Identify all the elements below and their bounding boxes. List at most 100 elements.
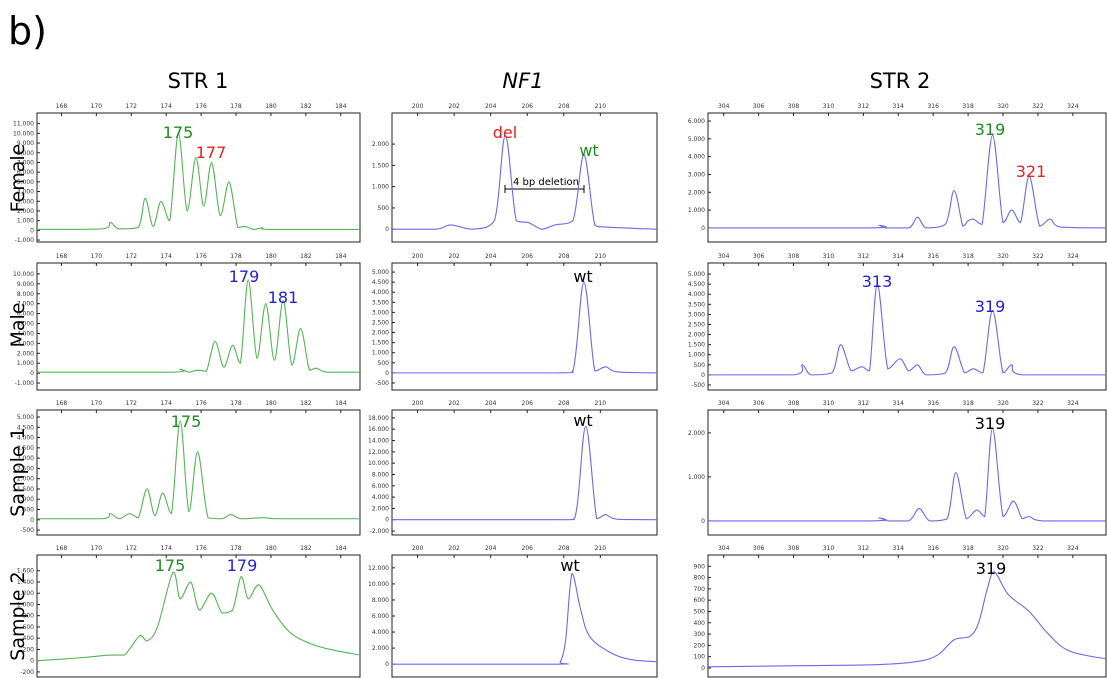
y-tick-label: 4.000 [17, 189, 34, 196]
x-tick-label: 308 [788, 545, 800, 552]
plot-frame [36, 262, 361, 391]
y-tick-label: 2.000 [372, 330, 389, 337]
x-tick-label: 306 [753, 400, 765, 407]
plot-frame [707, 554, 1107, 678]
x-tick-label: 176 [195, 545, 207, 552]
panel: 200 202 204 206 208 210 0 2.000 4.000 6.000 8.000 1… [368, 545, 658, 678]
y-tick-label: 12.000 [368, 565, 389, 572]
x-tick-label: 316 [927, 545, 939, 552]
y-tick-label: 1.000 [372, 350, 389, 357]
y-tick-label: -200 [20, 669, 34, 676]
x-tick-label: 322 [1032, 545, 1044, 552]
y-tick-label: 10.000 [13, 130, 34, 137]
y-tick-label: 0 [30, 517, 34, 524]
peak-label: 177 [196, 143, 227, 162]
y-tick-label: 500 [694, 608, 706, 615]
column-title: STR 2 [870, 69, 931, 93]
y-tick-label: 600 [694, 597, 706, 604]
y-tick-label: 3.500 [17, 445, 34, 452]
y-tick-label: -500 [20, 527, 34, 534]
y-tick-label: 4.000 [17, 435, 34, 442]
y-tick-label: 2.000 [17, 350, 34, 357]
x-tick-label: 304 [718, 103, 730, 110]
y-tick-label: 1.000 [17, 496, 34, 503]
x-tick-label: 180 [265, 253, 277, 260]
trace [392, 425, 658, 521]
x-tick-label: 210 [595, 103, 607, 110]
x-tick-label: 324 [1067, 253, 1079, 260]
y-tick-label: 1.500 [372, 340, 389, 347]
x-tick-label: 182 [300, 545, 312, 552]
y-tick-label: 2.000 [688, 430, 705, 437]
panel: 168 170 172 174 176 178 180 182 184 -200 0 200 400 60… [17, 545, 361, 678]
y-tick-label: 2.000 [372, 645, 389, 652]
y-tick-label: 5.000 [688, 271, 705, 278]
x-tick-label: 178 [230, 103, 242, 110]
x-tick-label: 200 [412, 103, 424, 110]
x-tick-label: 322 [1032, 253, 1044, 260]
y-tick-label: 3.000 [17, 340, 34, 347]
x-tick-label: 308 [788, 400, 800, 407]
y-tick-label: 14.000 [368, 438, 389, 445]
trace [391, 281, 658, 374]
x-tick-label: 210 [595, 545, 607, 552]
x-tick-label: 200 [412, 545, 424, 552]
y-tick-label: 8.000 [372, 597, 389, 604]
y-tick-label: 0 [385, 226, 389, 233]
x-tick-label: 308 [788, 103, 800, 110]
x-tick-label: 204 [485, 400, 497, 407]
x-tick-label: 324 [1067, 400, 1079, 407]
x-tick-label: 202 [448, 253, 460, 260]
x-tick-label: 206 [522, 400, 534, 407]
y-tick-label: 6.000 [688, 118, 705, 125]
x-tick-label: 316 [927, 253, 939, 260]
y-tick-label: 3.000 [17, 455, 34, 462]
y-tick-label: 7.000 [17, 159, 34, 166]
x-tick-label: 174 [160, 253, 172, 260]
x-tick-label: 312 [858, 253, 870, 260]
y-tick-label: 0 [30, 227, 34, 234]
panel: 168 170 172 174 176 178 180 182 184 -1.000 0 1.000 2… [13, 103, 361, 244]
y-tick-label: 300 [694, 631, 706, 638]
x-tick-label: 312 [858, 400, 870, 407]
x-tick-label: 200 [412, 253, 424, 260]
y-tick-label: 500 [694, 362, 706, 369]
x-tick-label: 210 [595, 400, 607, 407]
y-tick-label: 800 [694, 575, 706, 582]
x-tick-label: 168 [56, 545, 68, 552]
y-tick-label: 3.000 [688, 171, 705, 178]
x-tick-label: 176 [195, 400, 207, 407]
y-tick-label: 0 [385, 517, 389, 524]
x-tick-label: 304 [718, 545, 730, 552]
x-tick-label: 316 [927, 103, 939, 110]
y-tick-label: 18.000 [368, 415, 389, 422]
x-tick-label: 308 [788, 253, 800, 260]
panel: 304 306 308 310 312 314 316 318 320 322 324 -500 0 50… [688, 253, 1107, 391]
y-tick-label: 2.000 [372, 505, 389, 512]
x-tick-label: 168 [56, 400, 68, 407]
trace [707, 427, 1106, 522]
x-tick-label: 304 [718, 253, 730, 260]
x-tick-label: 170 [91, 545, 103, 552]
panel: 304 306 308 310 312 314 316 318 320 322 324 0 1.000 2… [688, 103, 1107, 243]
x-tick-label: 314 [893, 253, 905, 260]
x-tick-label: 318 [962, 400, 974, 407]
peak-label: wt [579, 141, 598, 160]
y-tick-label: 9.000 [17, 140, 34, 147]
plot-frame [391, 554, 658, 678]
row-label: Sample 2 [7, 571, 29, 660]
x-tick-label: 168 [56, 253, 68, 260]
y-tick-label: 0 [385, 370, 389, 377]
y-tick-label: 6.000 [372, 613, 389, 620]
trace [36, 571, 361, 662]
y-tick-label: 1.600 [17, 568, 34, 575]
y-tick-label: 0 [30, 370, 34, 377]
y-tick-label: -2.000 [370, 528, 390, 535]
x-tick-label: 204 [485, 253, 497, 260]
trace [36, 279, 361, 373]
y-tick-label: 100 [694, 654, 706, 661]
y-tick-label: 5.000 [688, 136, 705, 143]
peak-label: 319 [975, 120, 1006, 139]
panel: 200 202 204 206 208 210 -500 0 500 1.000 1.500 2.00… [372, 253, 658, 391]
y-tick-label: 2.500 [372, 319, 389, 326]
